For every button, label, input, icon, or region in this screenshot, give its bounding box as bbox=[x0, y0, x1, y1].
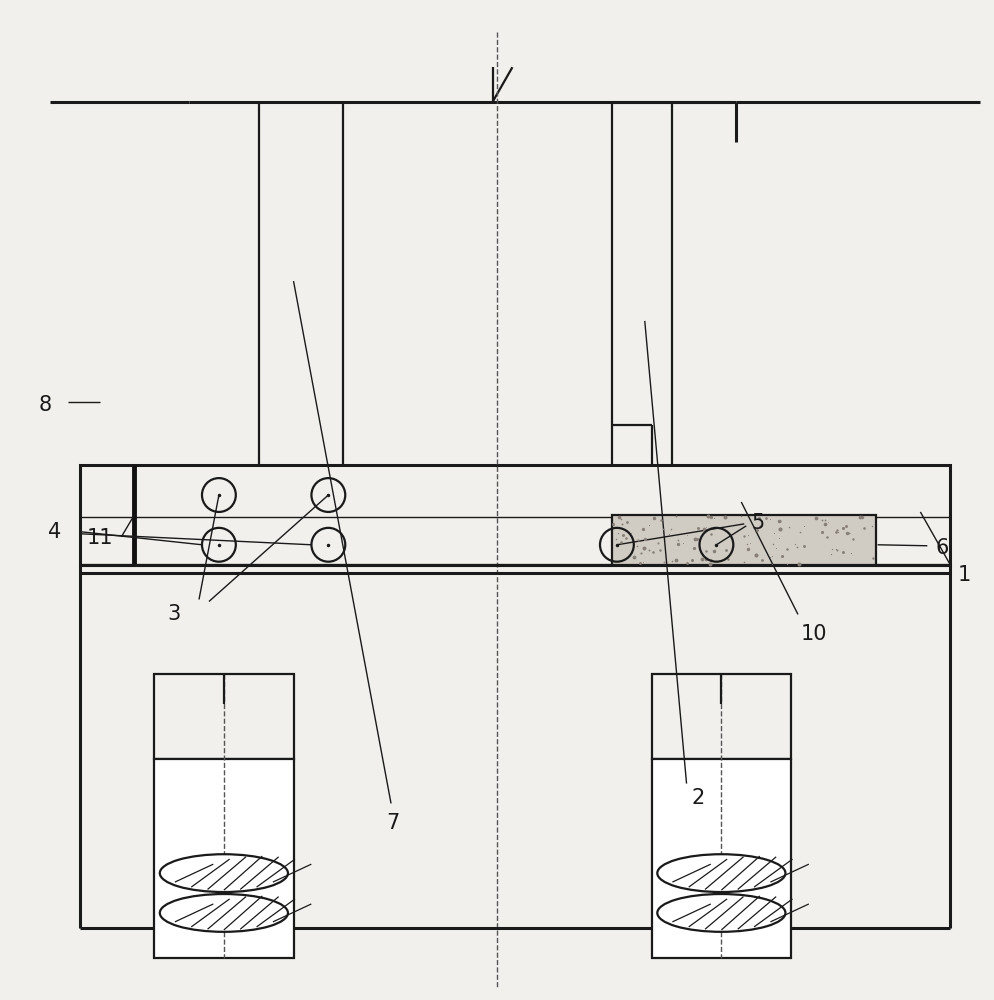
Text: 8: 8 bbox=[38, 395, 52, 415]
Bar bbox=[651, 674, 790, 759]
Bar bbox=[651, 759, 790, 958]
Bar bbox=[80, 465, 949, 565]
Text: 1: 1 bbox=[956, 565, 969, 585]
Ellipse shape bbox=[657, 894, 784, 932]
Text: 11: 11 bbox=[86, 528, 112, 548]
Bar bbox=[154, 759, 293, 958]
Bar bbox=[611, 515, 875, 565]
Text: 2: 2 bbox=[691, 788, 704, 808]
Ellipse shape bbox=[657, 854, 784, 892]
Text: 10: 10 bbox=[800, 624, 826, 644]
Text: 6: 6 bbox=[934, 538, 947, 558]
Ellipse shape bbox=[160, 854, 287, 892]
Text: 7: 7 bbox=[386, 813, 400, 833]
Text: 3: 3 bbox=[167, 604, 181, 624]
Ellipse shape bbox=[160, 894, 287, 932]
Text: 4: 4 bbox=[48, 522, 62, 542]
Bar bbox=[154, 674, 293, 759]
Text: 5: 5 bbox=[750, 513, 764, 533]
